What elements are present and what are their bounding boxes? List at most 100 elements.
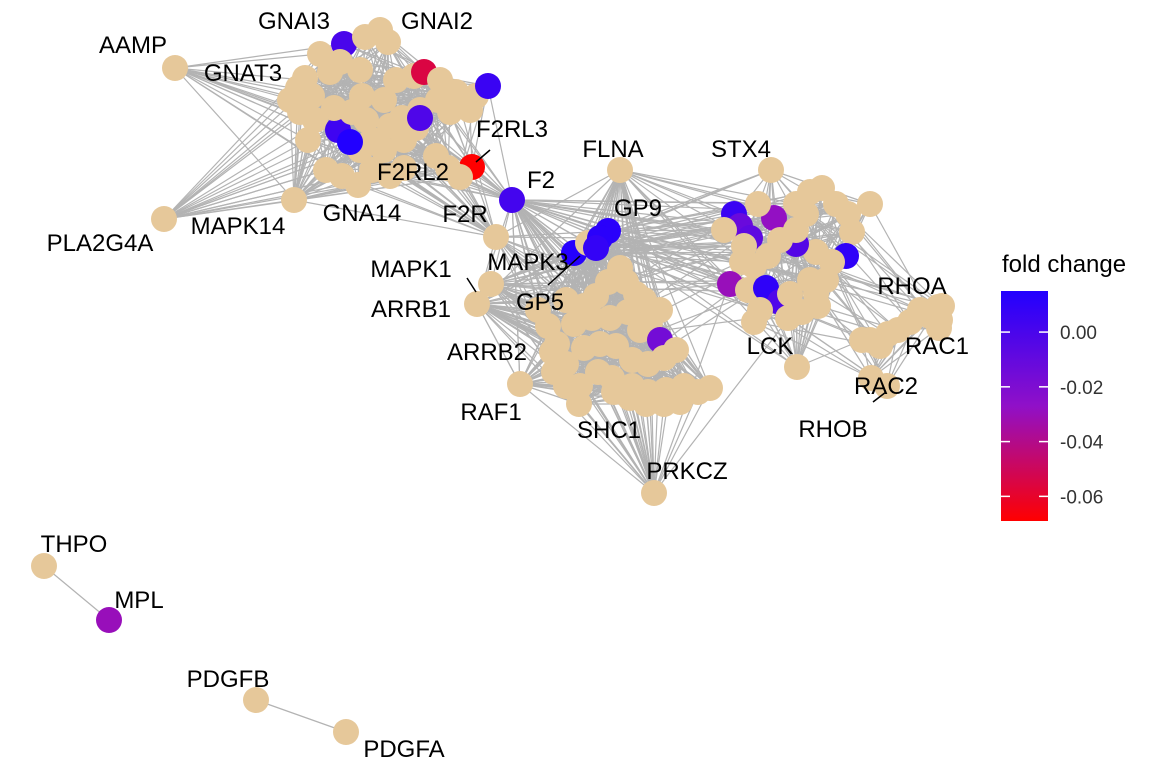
- edge: [476, 303, 553, 353]
- node: [407, 105, 433, 131]
- edge: [619, 169, 731, 285]
- edge: [476, 303, 521, 385]
- node: [539, 339, 565, 365]
- label-gna14: GNA14: [323, 200, 402, 227]
- edge: [365, 79, 441, 121]
- label-leaders-layer: [466, 149, 887, 403]
- label-rhoa: RHOA: [877, 273, 946, 300]
- label-mpl: MPL: [114, 587, 163, 614]
- node: [329, 163, 355, 189]
- node: [697, 375, 723, 401]
- edge: [163, 87, 299, 220]
- edge: [599, 169, 772, 239]
- label-f2r: F2R: [442, 201, 487, 228]
- node: [579, 305, 605, 331]
- node: [651, 391, 677, 417]
- node: [857, 191, 883, 217]
- label-arrb2: ARRB2: [447, 339, 527, 366]
- node-pdgfb: [243, 687, 269, 713]
- legend-colorbar: [1001, 291, 1048, 521]
- label-gnai3: GNAI3: [258, 8, 330, 35]
- label-f2rl2: F2RL2: [377, 159, 449, 186]
- label-prkcz: PRKCZ: [646, 458, 727, 485]
- legend: fold change 0.00 -0.02 -0.04 -0.06: [1001, 251, 1126, 521]
- node-raf1: [507, 371, 533, 397]
- node-f2r: [483, 224, 509, 250]
- edge: [495, 169, 621, 238]
- node: [475, 73, 501, 99]
- legend-tick-label: -0.06: [1060, 487, 1103, 508]
- node: [391, 155, 417, 181]
- edge: [174, 67, 343, 177]
- label-lck: LCK: [747, 333, 794, 360]
- node: [437, 99, 463, 125]
- label-gp9: GP9: [614, 195, 662, 222]
- node: [443, 79, 469, 105]
- labels-layer: GNAI3 GNAI2 AAMP GNAT3 F2RL3 F2RL2 FLNA STX4 F2 G…: [41, 8, 969, 763]
- edge: [645, 403, 655, 494]
- edge: [511, 199, 539, 311]
- edge: [389, 175, 513, 201]
- node: [927, 307, 953, 333]
- label-mapk14: MAPK14: [191, 213, 286, 240]
- label-rac1: RAC1: [905, 333, 969, 360]
- node: [623, 281, 649, 307]
- label-mapk3: MAPK3: [487, 249, 568, 276]
- node: [745, 191, 771, 217]
- edge: [389, 175, 497, 238]
- node: [741, 309, 767, 335]
- node: [371, 87, 397, 113]
- node-arrb1: [464, 291, 490, 317]
- node: [353, 107, 379, 133]
- edge: [174, 53, 321, 69]
- label-rac2: RAC2: [854, 373, 918, 400]
- label-pdgfa: PDGFA: [363, 736, 444, 763]
- node: [571, 335, 597, 361]
- node-rhob: [858, 365, 884, 391]
- node-pla2g4a: [151, 206, 177, 232]
- node: [347, 57, 373, 83]
- edge: [870, 327, 940, 379]
- label-gnai2: GNAI2: [401, 8, 473, 35]
- node: [337, 129, 363, 155]
- edge: [449, 111, 513, 201]
- label-gp5: GP5: [516, 289, 564, 316]
- node: [553, 373, 579, 399]
- edge: [805, 213, 939, 308]
- edge: [476, 267, 621, 305]
- edge: [595, 247, 817, 295]
- node-aamp: [162, 55, 188, 81]
- edge: [653, 403, 665, 494]
- legend-ticks: 0.00 -0.02 -0.04 -0.06: [1001, 323, 1104, 508]
- edge: [163, 139, 309, 220]
- node: [601, 379, 627, 405]
- edge: [174, 67, 309, 141]
- label-leader-mapk1: [466, 277, 477, 293]
- label-pdgfb: PDGFB: [187, 666, 270, 693]
- node-f2: [499, 187, 525, 213]
- node: [627, 317, 653, 343]
- node: [583, 235, 609, 261]
- node: [321, 95, 347, 121]
- node: [647, 297, 673, 323]
- nodes-layer: [31, 17, 955, 745]
- node: [435, 155, 461, 181]
- edge: [741, 261, 939, 308]
- edge: [599, 237, 798, 368]
- edge: [653, 387, 711, 494]
- edge: [43, 565, 110, 621]
- edge: [163, 69, 361, 220]
- edge: [255, 699, 347, 733]
- node-pdgfa: [333, 719, 359, 745]
- label-rhob: RHOB: [798, 416, 867, 443]
- edge: [511, 199, 589, 244]
- node: [299, 83, 325, 109]
- edge: [293, 111, 301, 201]
- edge: [163, 199, 295, 220]
- edge: [163, 169, 327, 220]
- edge: [753, 321, 872, 379]
- edge: [519, 383, 655, 494]
- legend-tick-label: -0.04: [1060, 433, 1104, 454]
- edge: [619, 169, 798, 368]
